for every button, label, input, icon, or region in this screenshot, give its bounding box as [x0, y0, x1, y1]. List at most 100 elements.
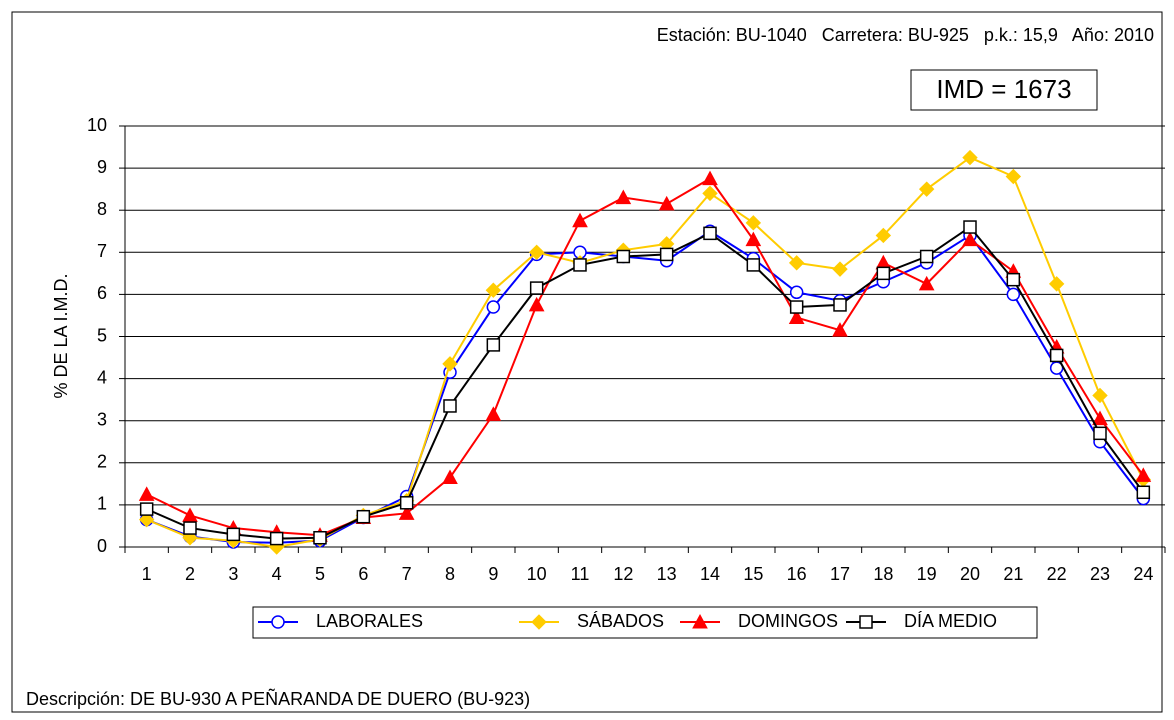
marker — [702, 170, 718, 186]
marker — [962, 149, 978, 166]
marker — [528, 296, 545, 312]
x-tick-label: 11 — [571, 564, 590, 584]
chart-frame — [11, 11, 1163, 713]
x-tick-label: 8 — [445, 564, 455, 584]
marker — [875, 227, 892, 244]
x-tick-label: 1 — [142, 564, 152, 584]
x-tick-label: 15 — [743, 564, 763, 584]
marker — [788, 255, 805, 271]
x-tick-label: 9 — [488, 564, 498, 584]
y-tick-label: 6 — [97, 283, 107, 303]
marker — [963, 220, 977, 234]
marker — [789, 285, 804, 300]
marker — [1006, 287, 1021, 302]
y-tick-label: 3 — [97, 409, 107, 429]
x-tick-label: 4 — [272, 564, 282, 584]
legend-label: LABORALES — [316, 611, 423, 631]
x-tick-label: 12 — [613, 564, 633, 584]
marker — [139, 502, 154, 516]
marker — [692, 613, 708, 629]
marker — [659, 247, 674, 262]
y-tick-label: 4 — [97, 367, 107, 387]
marker — [573, 258, 587, 272]
x-tick-label: 22 — [1047, 564, 1067, 584]
marker — [788, 309, 805, 325]
marker — [1093, 426, 1107, 441]
marker — [486, 338, 501, 352]
marker — [745, 231, 762, 247]
marker — [1136, 485, 1151, 500]
y-tick-label: 10 — [87, 115, 107, 135]
y-tick-label: 0 — [97, 536, 107, 556]
legend-label: DOMINGOS — [738, 611, 838, 631]
marker — [398, 505, 415, 520]
marker — [962, 231, 978, 247]
series-line — [146, 225, 1145, 540]
x-tick-label: 14 — [700, 564, 720, 584]
marker — [833, 298, 847, 312]
y-tick-label: 8 — [97, 199, 107, 219]
marker — [529, 281, 544, 295]
marker — [745, 215, 762, 231]
marker — [572, 212, 588, 228]
marker — [918, 181, 935, 197]
marker — [313, 530, 327, 545]
marker — [442, 469, 458, 485]
legend-label: DÍA MEDIO — [904, 611, 997, 631]
x-tick-label: 16 — [787, 564, 807, 584]
marker — [1006, 272, 1021, 287]
y-axis-label: % DE LA I.M.D. — [51, 273, 71, 398]
y-tick-label: 5 — [97, 325, 107, 345]
x-tick-label: 6 — [358, 564, 368, 584]
marker — [1135, 467, 1152, 482]
x-tick-label: 23 — [1090, 564, 1110, 584]
legend-label: SÁBADOS — [577, 611, 664, 631]
marker — [1092, 387, 1108, 404]
marker — [832, 261, 848, 277]
marker — [356, 509, 371, 524]
marker — [616, 249, 631, 264]
x-tick-label: 18 — [873, 564, 893, 584]
marker — [443, 399, 457, 413]
marker — [1048, 276, 1065, 292]
y-tick-label: 2 — [97, 452, 107, 472]
series-line — [146, 177, 1145, 537]
marker — [703, 226, 717, 241]
header: Estación: BU-1040 Carretera: BU-925 p.k.… — [657, 25, 1154, 45]
x-tick-label: 10 — [527, 564, 547, 584]
marker — [859, 615, 873, 629]
marker — [138, 486, 155, 501]
marker — [1049, 348, 1064, 363]
marker — [269, 531, 284, 546]
y-tick-label: 9 — [97, 157, 107, 177]
marker — [658, 195, 675, 211]
annotation: IMD = 1673 — [936, 74, 1071, 104]
marker — [832, 322, 848, 337]
y-tick-label: 1 — [97, 494, 107, 514]
marker — [1092, 410, 1108, 426]
marker — [746, 258, 761, 272]
marker — [442, 356, 458, 372]
x-tick-label: 7 — [402, 564, 412, 584]
marker — [138, 511, 155, 528]
x-tick-label: 24 — [1133, 564, 1153, 584]
legend — [252, 606, 1038, 639]
marker — [789, 300, 804, 314]
annotation-box — [910, 69, 1098, 111]
x-tick-label: 17 — [830, 564, 850, 584]
marker — [528, 244, 545, 261]
marker — [876, 266, 891, 281]
marker — [183, 521, 197, 535]
footer: Descripción: DE BU-930 A PEÑARANDA DE DU… — [26, 688, 530, 709]
marker — [918, 275, 935, 291]
x-tick-label: 2 — [185, 564, 195, 584]
marker — [1005, 168, 1022, 185]
marker — [485, 282, 502, 298]
marker — [531, 614, 547, 630]
x-tick-label: 3 — [228, 564, 238, 584]
x-tick-label: 19 — [917, 564, 937, 584]
x-tick-label: 20 — [960, 564, 980, 584]
marker — [919, 249, 934, 264]
marker — [702, 185, 718, 202]
